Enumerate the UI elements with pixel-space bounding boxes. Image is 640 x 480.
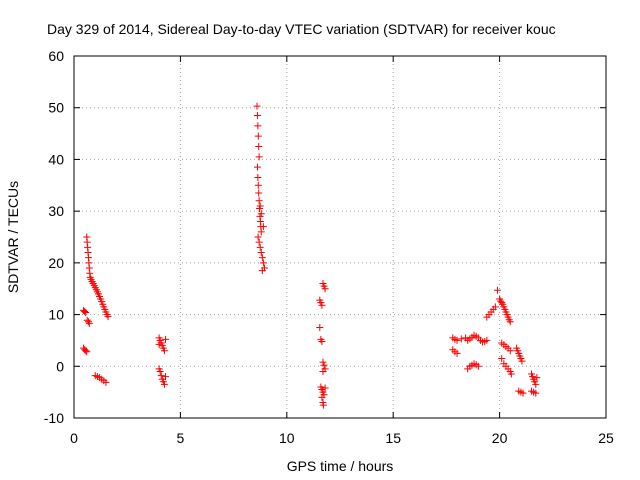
data-point [320,361,328,369]
data-point [254,132,262,140]
data-point [519,389,527,397]
data-point [318,393,326,401]
x-tick-label: 10 [279,430,295,446]
data-point [156,367,164,375]
data-point [257,249,265,257]
data-point [258,267,266,275]
x-tick-label: 5 [177,430,185,446]
data-point [81,307,89,315]
data-point [255,189,263,197]
data-point [457,335,465,343]
y-tick-label: 60 [48,48,64,64]
data-point [493,286,501,294]
chart-title: Day 329 of 2014, Sidereal Day-to-day VTE… [47,21,556,37]
data-point [256,202,264,210]
data-point [518,357,526,365]
data-point [483,336,491,344]
data-point [533,374,541,382]
data-series [80,102,541,409]
data-point [498,299,506,307]
data-point [83,348,91,356]
data-point [259,223,267,231]
data-point [506,347,514,355]
data-point [255,197,263,205]
data-point [254,174,262,182]
data-point [453,349,461,357]
data-point [255,153,263,161]
y-tick-label: -10 [44,410,64,426]
x-tick-label: 20 [492,430,508,446]
data-point [257,210,265,218]
data-point [532,389,540,397]
data-point [453,336,461,344]
data-point [258,254,266,262]
data-point [259,259,267,267]
data-point [157,372,165,380]
y-tick-label: 50 [48,100,64,116]
data-point [255,238,263,246]
data-point [319,367,327,375]
data-point [318,301,326,309]
data-point [507,370,515,378]
data-point [85,319,93,327]
data-point [162,373,170,381]
data-point [532,380,540,388]
data-point [319,358,327,366]
x-tick-label: 25 [598,430,614,446]
data-point [82,347,90,355]
data-point [318,337,326,345]
data-point [162,335,170,343]
data-point [491,303,499,311]
data-point [253,102,261,110]
y-axis-label: SDTVAR / TECUs [5,181,21,293]
data-point [316,324,324,331]
data-point [253,111,261,119]
y-tick-label: 40 [48,151,64,167]
axis-ticks: 0 5 10 15 20 25 -10 0 10 20 30 40 50 60 [44,48,614,446]
data-point [84,318,92,326]
data-point [102,378,110,386]
data-point [256,243,264,251]
y-tick-label: 30 [48,203,64,219]
data-point [319,401,327,409]
data-point [255,143,263,150]
plot-frame [73,55,607,419]
x-tick-label: 15 [385,430,401,446]
data-point [155,341,163,349]
data-point [253,163,261,171]
data-point [254,122,262,130]
x-tick-label: 0 [70,430,78,446]
data-point [160,347,168,355]
x-axis-label: GPS time / hours [287,458,394,474]
data-point [474,362,482,370]
data-point [321,285,329,293]
data-point [160,380,168,388]
y-tick-label: 0 [56,358,64,374]
y-tick-label: 20 [48,255,64,271]
data-point [257,228,265,236]
grid [74,56,606,418]
data-point [498,355,506,363]
data-point [506,318,514,326]
data-point [254,233,262,241]
data-point [104,313,112,321]
data-point [254,181,262,189]
data-point [82,309,90,317]
data-point [321,384,329,392]
y-tick-label: 10 [48,307,64,323]
